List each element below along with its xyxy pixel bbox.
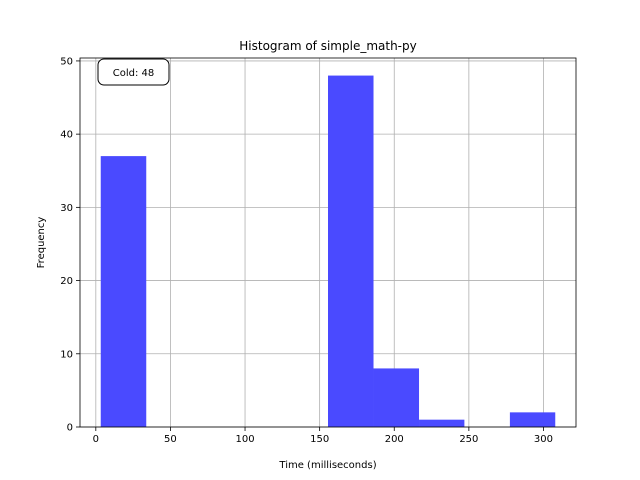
- plot-frame: [79, 57, 577, 428]
- histogram-bar: [100, 156, 147, 427]
- x-tick-label: 150: [310, 434, 329, 445]
- histogram-bar: [419, 419, 465, 427]
- histogram-bar: [328, 75, 374, 428]
- bars: [100, 75, 556, 428]
- y-tick-label: 40: [60, 130, 73, 141]
- y-tick-label: 20: [60, 276, 73, 287]
- annotation-frame: [97, 58, 170, 86]
- annotation-label: Cold: 48: [113, 68, 155, 79]
- x-axis-label: Time (milliseconds): [278, 460, 376, 471]
- x-tick-label: 100: [235, 434, 254, 445]
- x-axis: 0 50 100 150 200 250 300: [93, 427, 553, 445]
- x-tick-label: 50: [164, 434, 177, 445]
- histogram-bar: [509, 412, 556, 427]
- x-tick-label: 300: [534, 434, 553, 445]
- y-axis: 0 10 20 30 40 50: [60, 56, 80, 434]
- x-tick-label: 0: [93, 434, 99, 445]
- y-tick-label: 30: [60, 203, 73, 214]
- x-tick-label: 250: [459, 434, 478, 445]
- y-tick-label: 10: [60, 349, 73, 360]
- y-axis-label: Frequency: [36, 217, 47, 269]
- y-tick-label: 50: [60, 56, 73, 67]
- histogram-bar: [373, 368, 420, 427]
- x-tick-label: 200: [385, 434, 404, 445]
- chart-title: Histogram of simple_math-py: [239, 39, 416, 53]
- annotation-box: Cold: 48: [97, 58, 170, 86]
- y-tick-label: 0: [67, 423, 73, 434]
